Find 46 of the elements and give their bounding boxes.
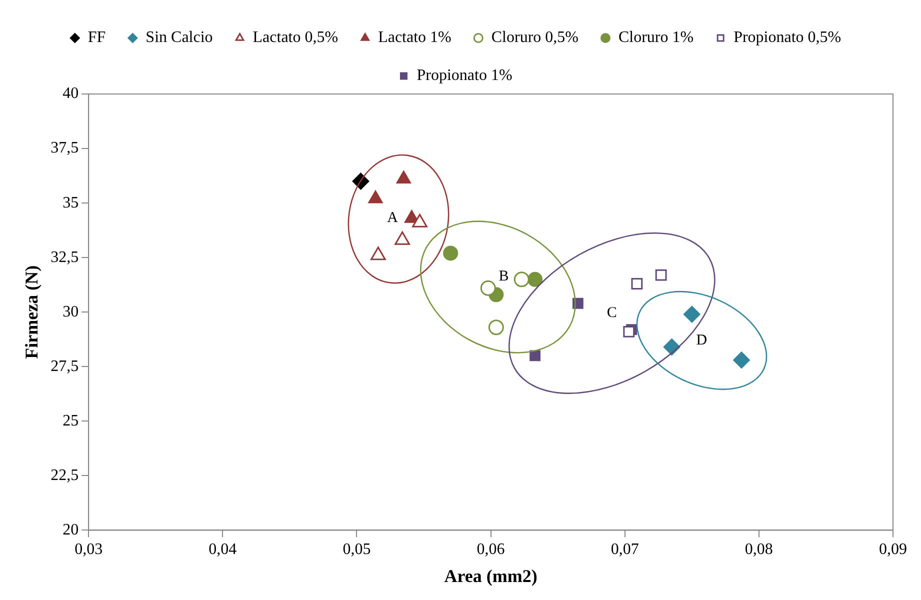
- y-tick-label: 27,5: [50, 358, 79, 375]
- x-axis-title: Area (mm2): [444, 566, 538, 586]
- x-tick-label: 0,05: [342, 541, 371, 558]
- x-tick-label: 0,03: [74, 541, 103, 558]
- x-tick-label: 0,07: [610, 541, 639, 558]
- point: [396, 170, 412, 184]
- legend-label: Sin Calcio: [146, 29, 213, 46]
- y-tick-label: 22,5: [50, 466, 79, 484]
- point: [530, 350, 540, 362]
- point: [370, 246, 386, 260]
- point: [412, 214, 428, 228]
- point: [514, 272, 530, 288]
- legend-label: Propionato 1%: [416, 67, 512, 84]
- point: [683, 306, 700, 323]
- y-tick-label: 37,5: [50, 140, 79, 157]
- point: [443, 246, 458, 261]
- y-tick-label: 25: [62, 412, 79, 430]
- point: [655, 269, 667, 281]
- legend-label: Propionato 0,5%: [734, 29, 842, 46]
- y-tick-label: 35: [62, 194, 79, 212]
- point: [528, 272, 543, 287]
- point: [631, 278, 643, 290]
- point: [623, 326, 635, 338]
- legend-label: FF: [88, 29, 106, 46]
- point: [488, 320, 504, 336]
- legend-label: Cloruro 1%: [618, 29, 694, 46]
- annotation: C: [606, 305, 617, 322]
- point: [368, 190, 383, 204]
- x-tick-label: 0,09: [879, 541, 907, 558]
- point: [480, 280, 496, 296]
- point: [733, 352, 750, 369]
- y-tick-label: 30: [62, 303, 79, 320]
- annotation: A: [387, 210, 398, 226]
- annotation: D: [696, 332, 708, 348]
- legend-label: Lactato 1%: [378, 29, 452, 46]
- y-tick-label: 20: [62, 521, 79, 538]
- y-tick-label: 32,5: [50, 248, 79, 266]
- x-tick-label: 0,08: [744, 541, 773, 558]
- annotation: B: [498, 268, 509, 284]
- legend-label: Cloruro 0,5%: [491, 29, 578, 46]
- x-tick-label: 0,04: [208, 541, 237, 558]
- legend-label: Lactato 0,5%: [252, 29, 338, 46]
- x-tick-label: 0,06: [476, 541, 505, 558]
- y-tick-label: 40: [62, 85, 79, 102]
- point: [394, 231, 410, 245]
- y-axis-title: Firmeza (N): [21, 265, 42, 359]
